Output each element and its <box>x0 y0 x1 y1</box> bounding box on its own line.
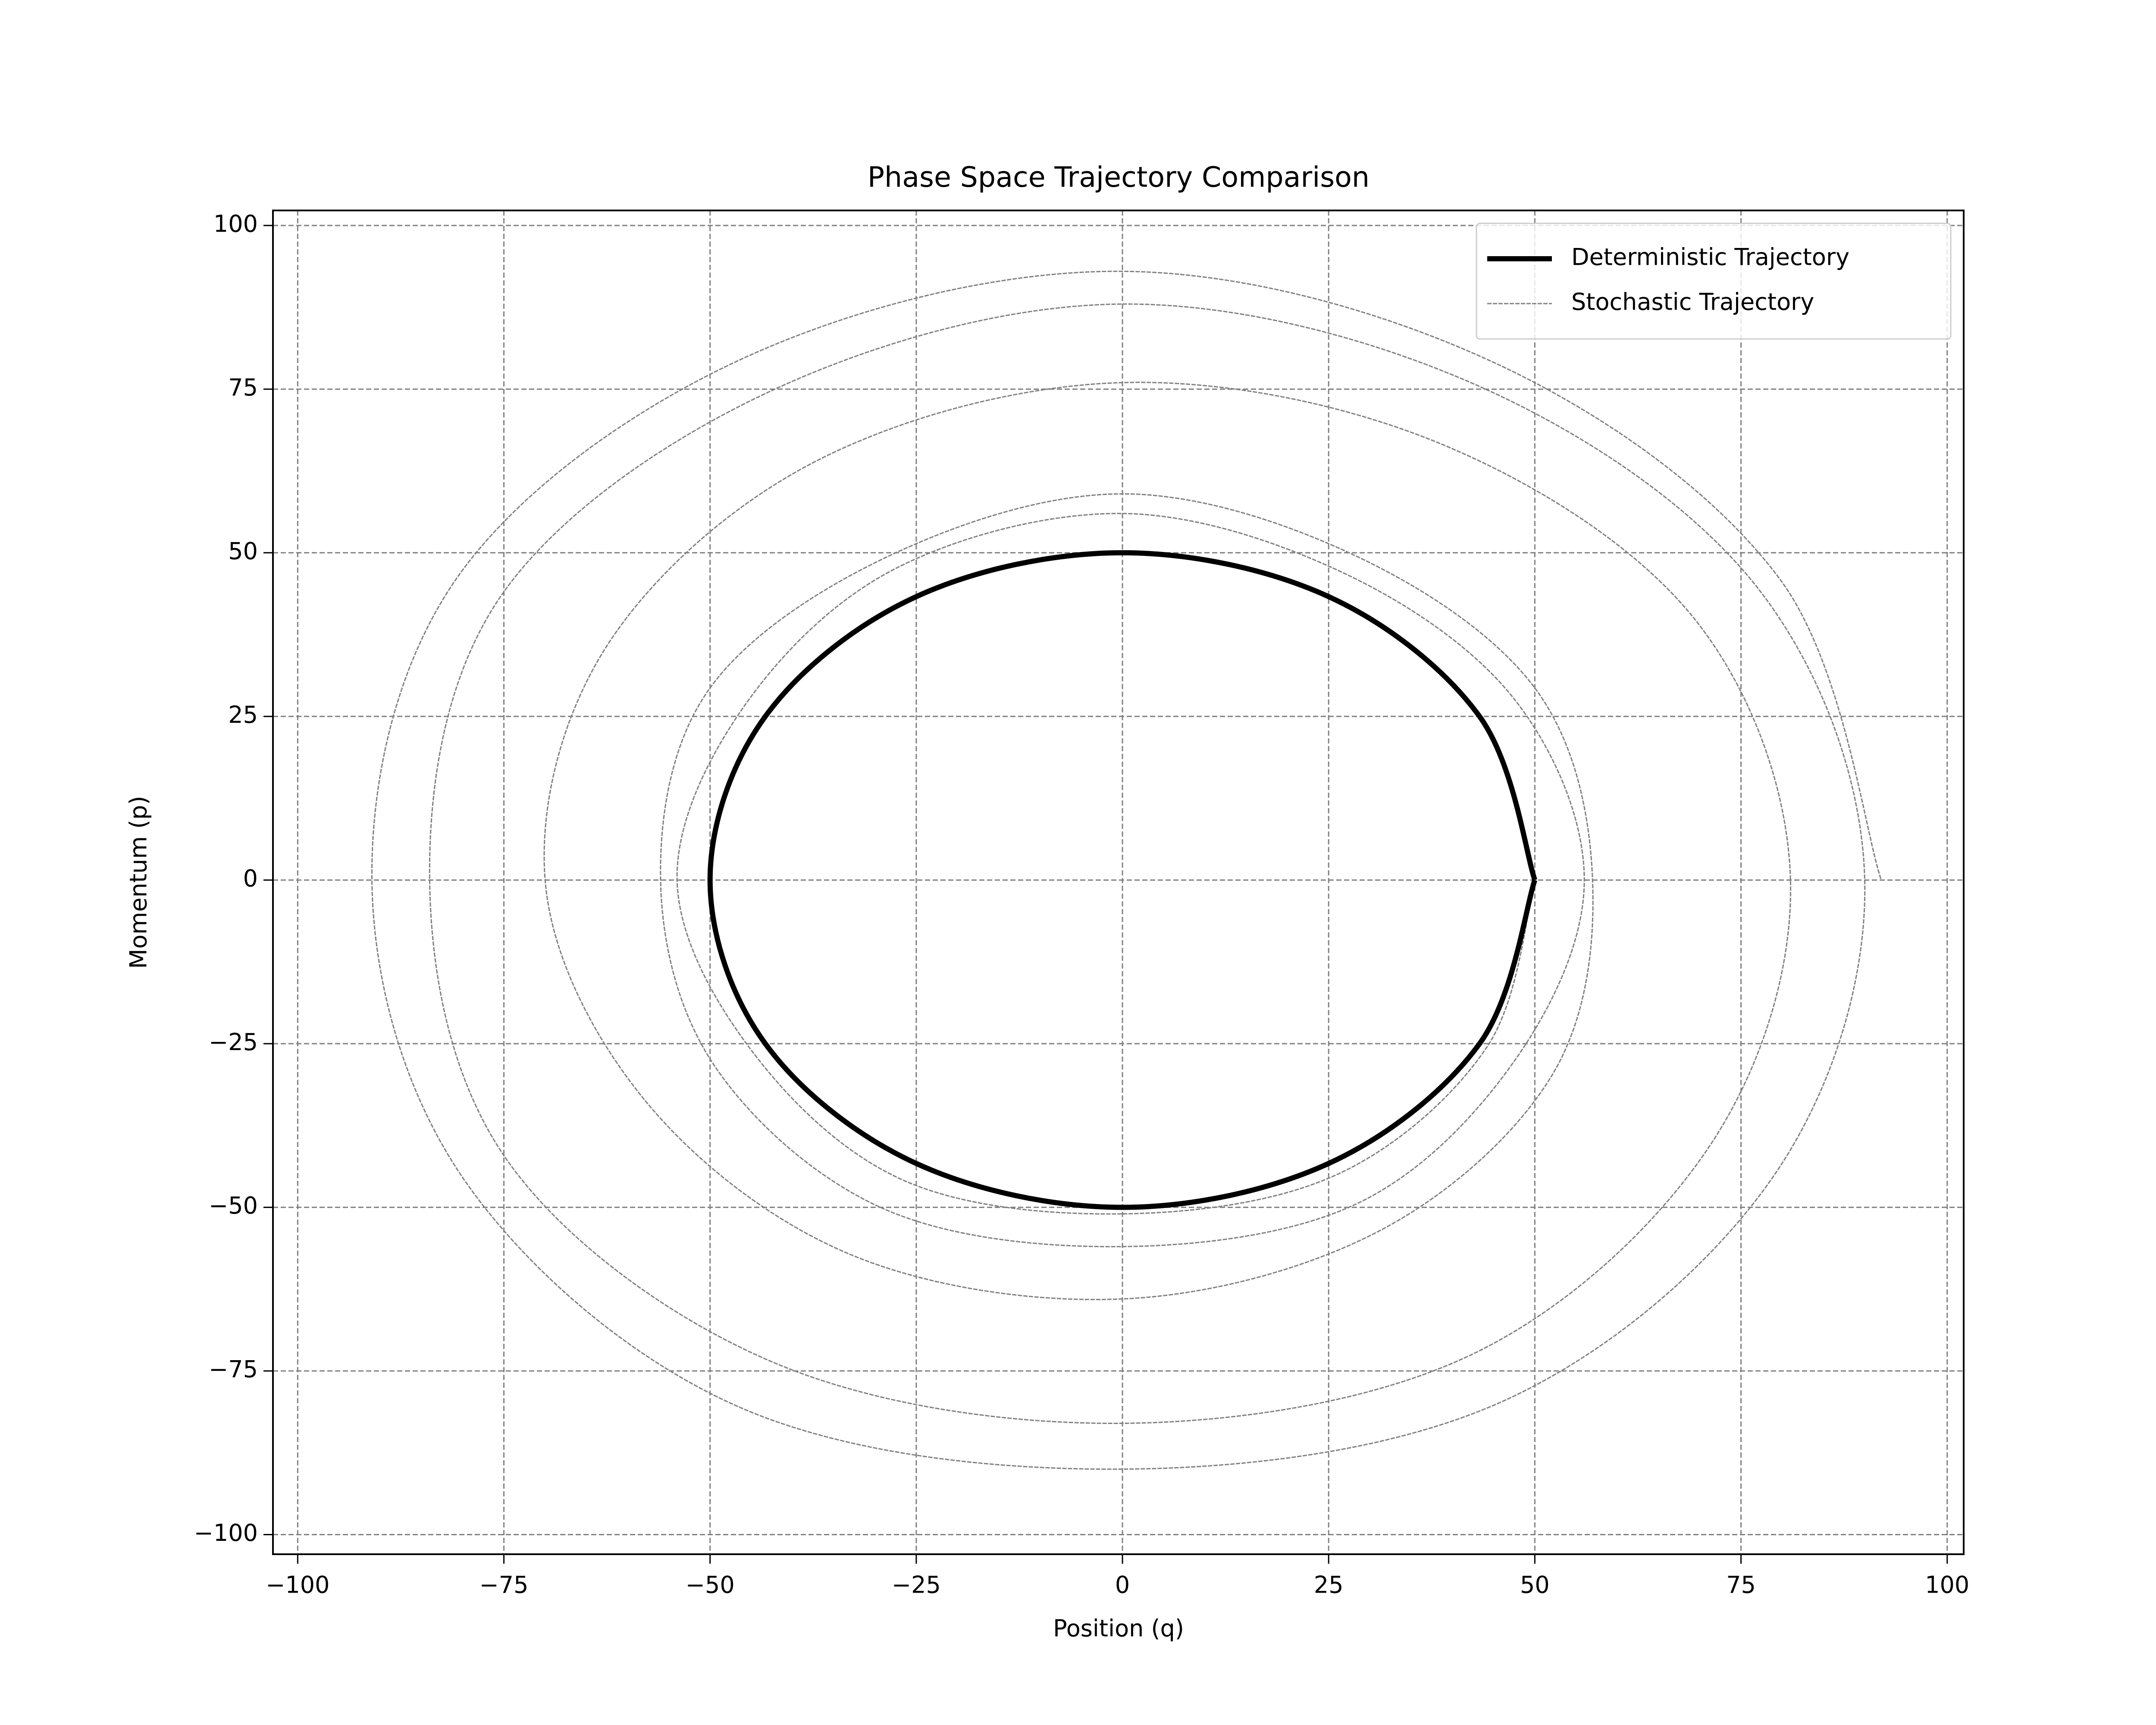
legend-label: Stochastic Trajectory <box>1571 289 1814 316</box>
y-tick-label: 50 <box>228 537 258 565</box>
x-tick-label: 0 <box>1115 1571 1130 1599</box>
x-tick-label: −100 <box>266 1571 329 1599</box>
plot-frame <box>272 210 1965 1555</box>
y-tick-label: −25 <box>209 1029 258 1056</box>
x-tick-label: 25 <box>1314 1571 1344 1599</box>
chart-title: Phase Space Trajectory Comparison <box>868 161 1369 194</box>
y-tick-label: −100 <box>194 1519 258 1546</box>
y-tick-label: 75 <box>228 374 258 401</box>
y-tick-label: −75 <box>209 1356 258 1383</box>
x-axis-label: Position (q) <box>1053 1615 1184 1642</box>
y-tick-label: 0 <box>243 865 258 892</box>
x-tick-label: −50 <box>686 1571 735 1599</box>
y-tick-label: 100 <box>213 210 258 238</box>
legend-label: Deterministic Trajectory <box>1571 244 1849 271</box>
line-series <box>371 270 1882 1470</box>
y-tick-label: 25 <box>228 701 258 728</box>
x-tick-label: 75 <box>1726 1571 1756 1599</box>
legend-box <box>1476 223 1952 340</box>
x-tick-label: 50 <box>1520 1571 1550 1599</box>
x-tick-label: −75 <box>479 1571 529 1599</box>
y-axis-label: Momentum (p) <box>125 796 152 969</box>
y-tick-label: −50 <box>209 1192 258 1219</box>
x-tick-label: −25 <box>892 1571 941 1599</box>
line-series <box>707 550 1538 1210</box>
x-tick-label: 100 <box>1925 1571 1969 1599</box>
